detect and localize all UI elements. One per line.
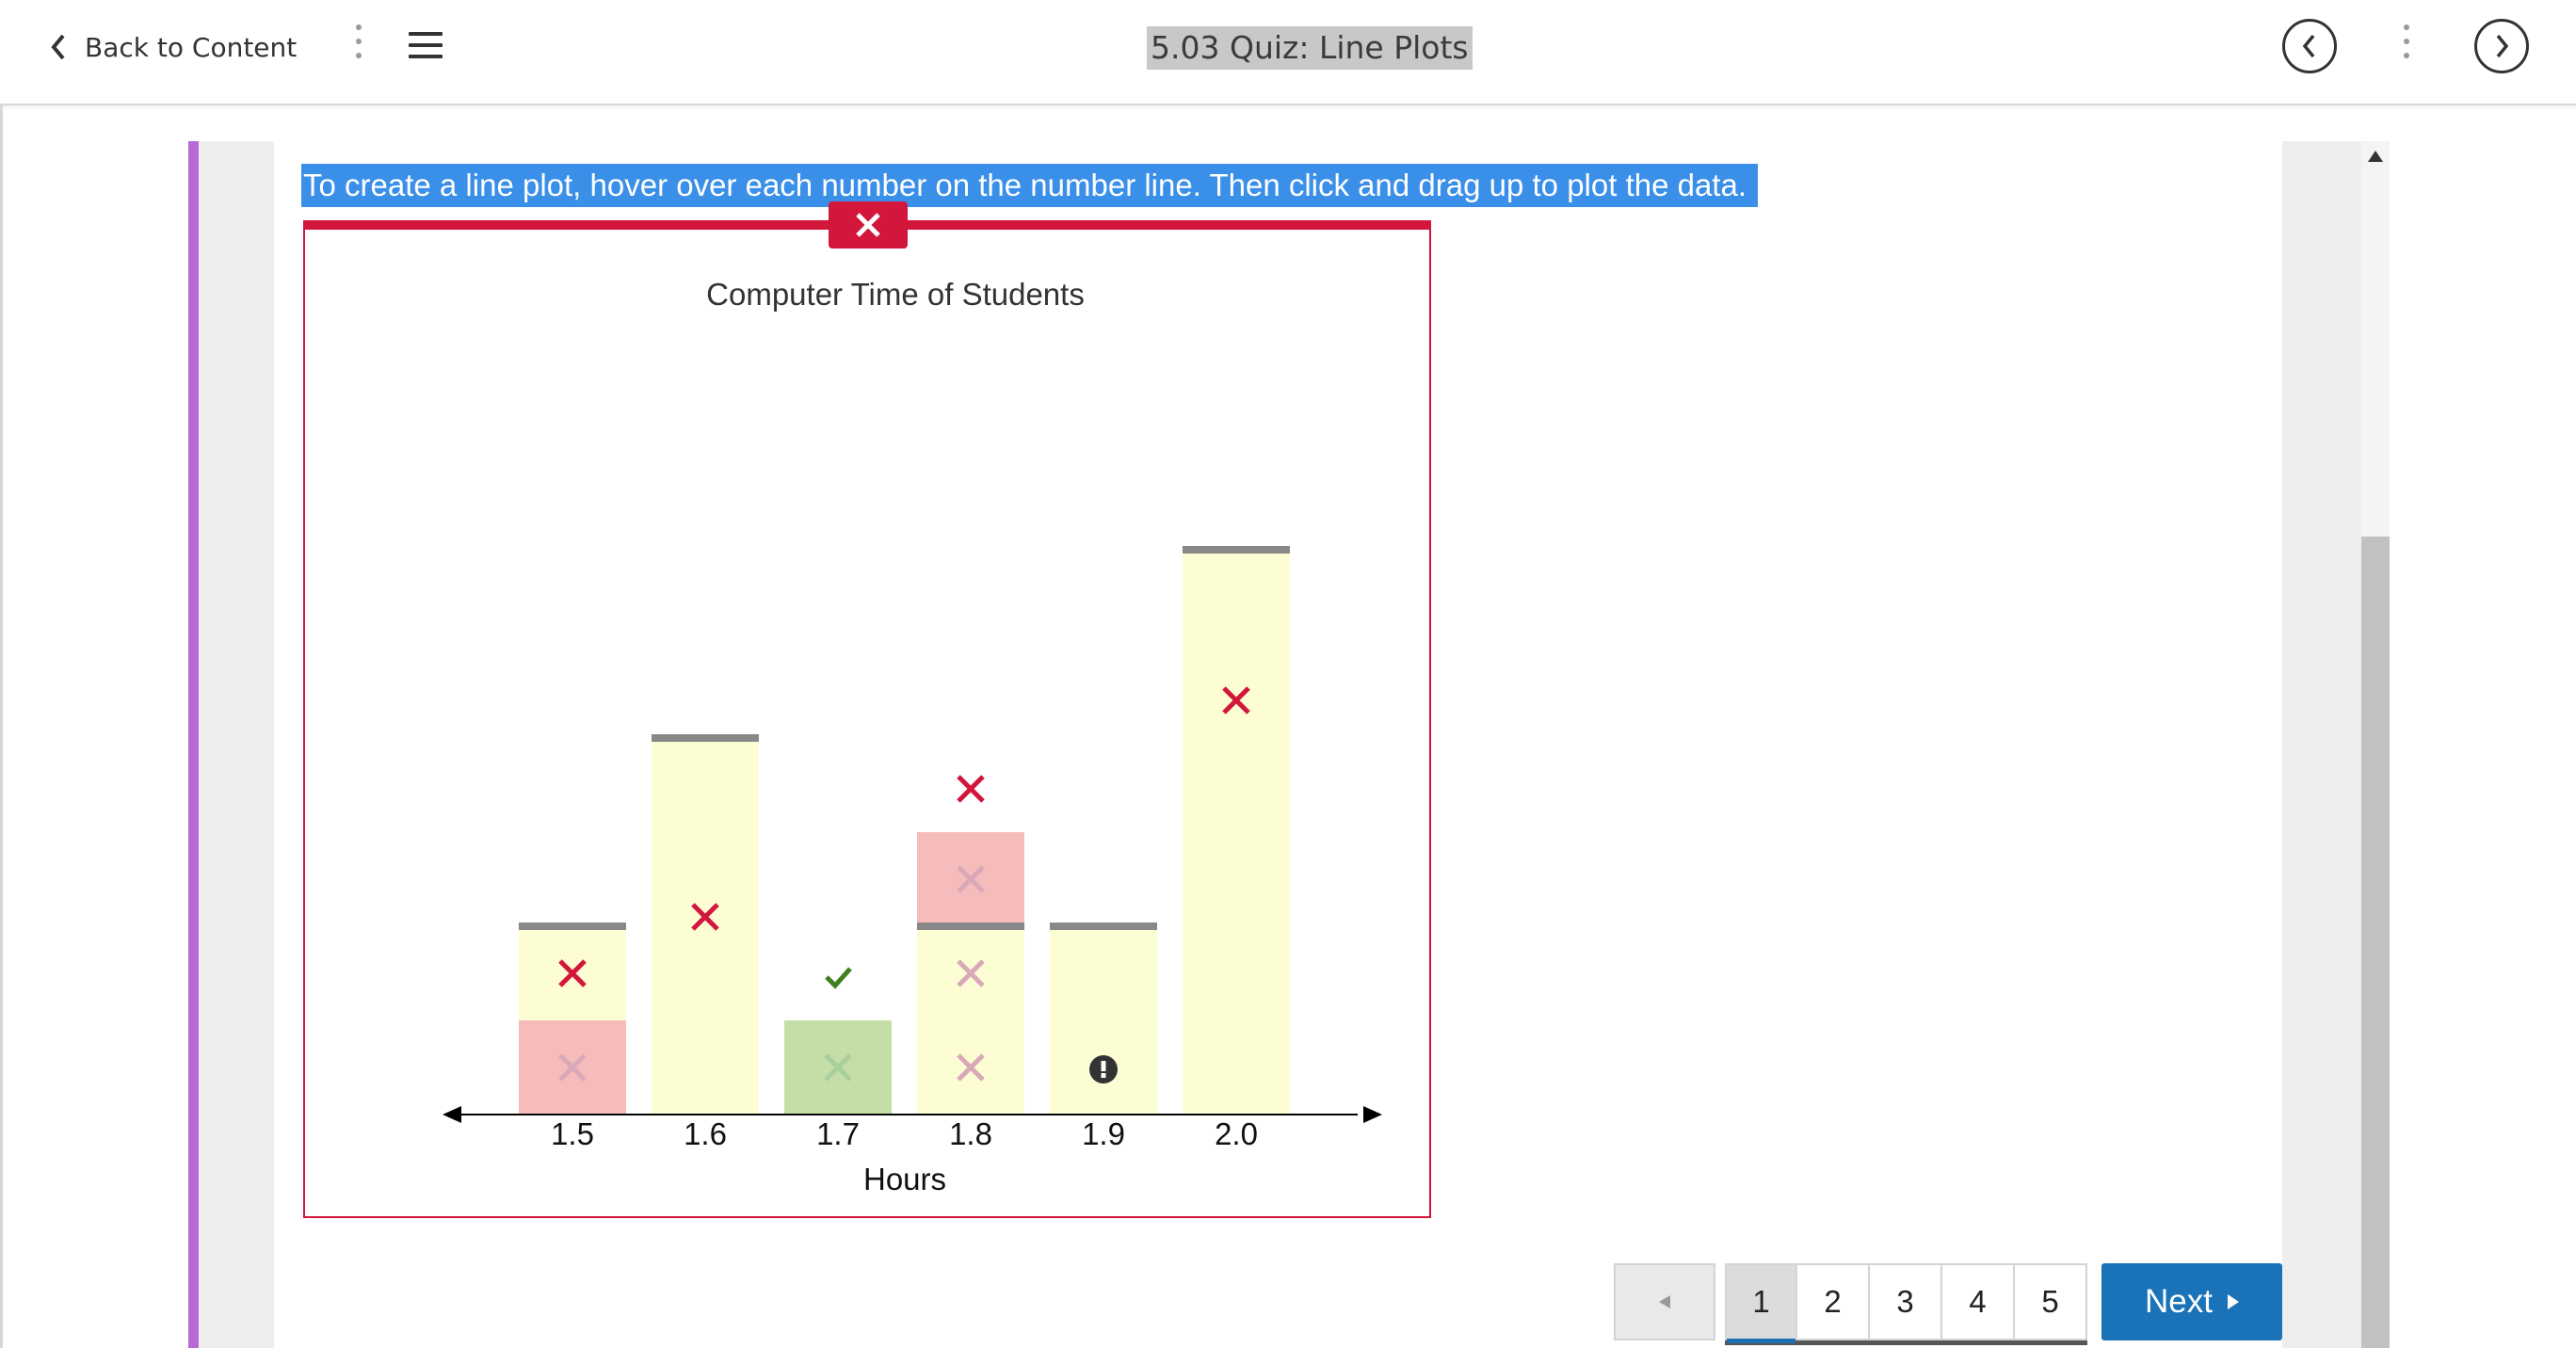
page-button[interactable]: 1 xyxy=(1725,1263,1797,1343)
content-gutter-right xyxy=(2282,141,2361,1348)
chart-title: Computer Time of Students xyxy=(706,277,1085,312)
arrow-left-icon xyxy=(443,1106,461,1123)
x-axis-label: Hours xyxy=(863,1162,946,1196)
chevron-left-icon xyxy=(51,34,65,60)
next-page-button[interactable]: Next xyxy=(2101,1263,2282,1340)
chevron-left-icon xyxy=(2302,34,2315,58)
target-line xyxy=(1050,923,1157,930)
target-bar xyxy=(917,926,1024,1115)
number-line xyxy=(443,1106,1382,1123)
tick-label: 1.8 xyxy=(949,1116,992,1151)
chevron-right-icon xyxy=(2496,34,2509,58)
page-button[interactable]: 5 xyxy=(2015,1263,2087,1340)
scrollbar-thumb[interactable] xyxy=(2361,537,2390,1348)
tick-label: 1.7 xyxy=(816,1116,860,1151)
error-x-icon xyxy=(558,959,587,987)
tick-label: 1.6 xyxy=(684,1116,727,1151)
plot-column[interactable] xyxy=(1183,546,1290,1115)
content-divider xyxy=(0,105,3,1348)
arrow-right-icon xyxy=(1363,1106,1382,1123)
error-x-icon xyxy=(957,775,985,803)
data-point-x-icon xyxy=(957,865,985,893)
data-point-x-icon xyxy=(558,1053,587,1082)
plot-column[interactable] xyxy=(784,967,892,1115)
missing-bar xyxy=(652,738,759,1115)
missing-bar xyxy=(1050,926,1157,1115)
previous-page-button[interactable] xyxy=(1614,1263,1715,1340)
back-to-content-link[interactable]: Back to Content xyxy=(49,28,297,66)
tick-label: 1.9 xyxy=(1082,1116,1125,1151)
check-icon xyxy=(825,967,852,989)
kebab-menu-icon[interactable] xyxy=(2402,24,2411,73)
target-line xyxy=(917,923,1024,930)
caret-right-icon xyxy=(2227,1294,2239,1309)
plot-column[interactable] xyxy=(652,734,759,1115)
missing-bar xyxy=(1183,550,1290,1115)
data-point-x-icon xyxy=(957,1053,985,1082)
scroll-up-arrow-icon[interactable] xyxy=(2368,151,2383,162)
back-to-content-label: Back to Content xyxy=(85,31,298,63)
hamburger-menu-icon[interactable] xyxy=(409,32,446,62)
instructions-text: To create a line plot, hover over each n… xyxy=(301,164,1759,207)
data-point-x-icon xyxy=(957,959,985,987)
next-label: Next xyxy=(2145,1283,2213,1320)
kebab-menu-icon[interactable] xyxy=(354,24,363,73)
error-x-icon xyxy=(1222,686,1250,714)
caret-left-icon xyxy=(1659,1295,1670,1308)
data-point-x-icon xyxy=(824,1053,852,1082)
alert-icon xyxy=(1089,1055,1118,1083)
activity-accent-bar xyxy=(188,141,199,1348)
incorrect-feedback-badge xyxy=(829,201,908,249)
top-header: Back to Content 5.03 Quiz: Line Plots xyxy=(0,0,2576,105)
target-line xyxy=(652,734,759,742)
plot-column[interactable] xyxy=(1050,923,1157,1115)
tick-label: 2.0 xyxy=(1215,1116,1258,1151)
line-plot-chart[interactable]: Computer Time of Students 1.5 1.6 1.7 1.8 1.… xyxy=(305,230,1429,1214)
page-button[interactable]: 4 xyxy=(1942,1263,2015,1340)
next-activity-button[interactable] xyxy=(2474,19,2529,73)
page-button[interactable]: 2 xyxy=(1797,1263,1870,1340)
tick-label: 1.5 xyxy=(551,1116,594,1151)
close-icon xyxy=(856,213,880,237)
target-line xyxy=(519,923,626,930)
page-button[interactable]: 3 xyxy=(1870,1263,1942,1340)
plot-column[interactable] xyxy=(917,775,1024,1115)
content-gutter-left xyxy=(199,141,274,1348)
error-x-icon xyxy=(691,903,719,931)
target-line xyxy=(1183,546,1290,554)
page-title: 5.03 Quiz: Line Plots xyxy=(1147,26,1473,70)
previous-activity-button[interactable] xyxy=(2282,19,2337,73)
plot-column[interactable] xyxy=(519,923,626,1115)
